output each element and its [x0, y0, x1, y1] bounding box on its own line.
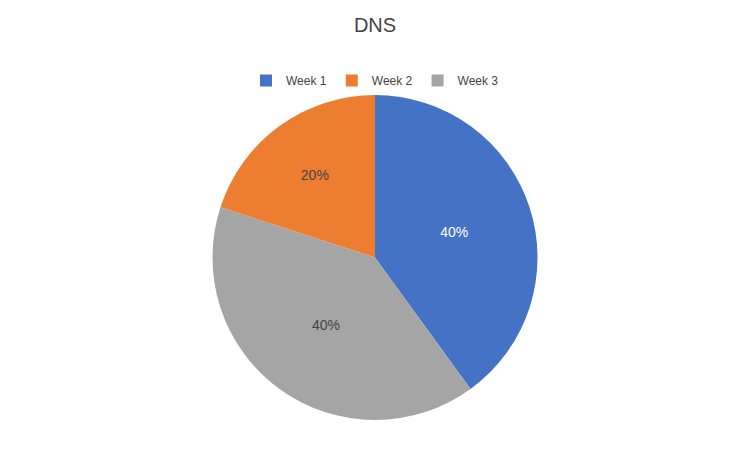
svg-text:40%: 40% — [440, 224, 468, 240]
svg-text:Week 2: Week 2 — [372, 74, 413, 88]
svg-text:Week 3: Week 3 — [458, 74, 499, 88]
svg-text:DNS: DNS — [354, 14, 396, 36]
svg-text:40%: 40% — [312, 317, 340, 333]
svg-text:Week 1: Week 1 — [286, 74, 327, 88]
svg-text:20%: 20% — [301, 167, 329, 183]
